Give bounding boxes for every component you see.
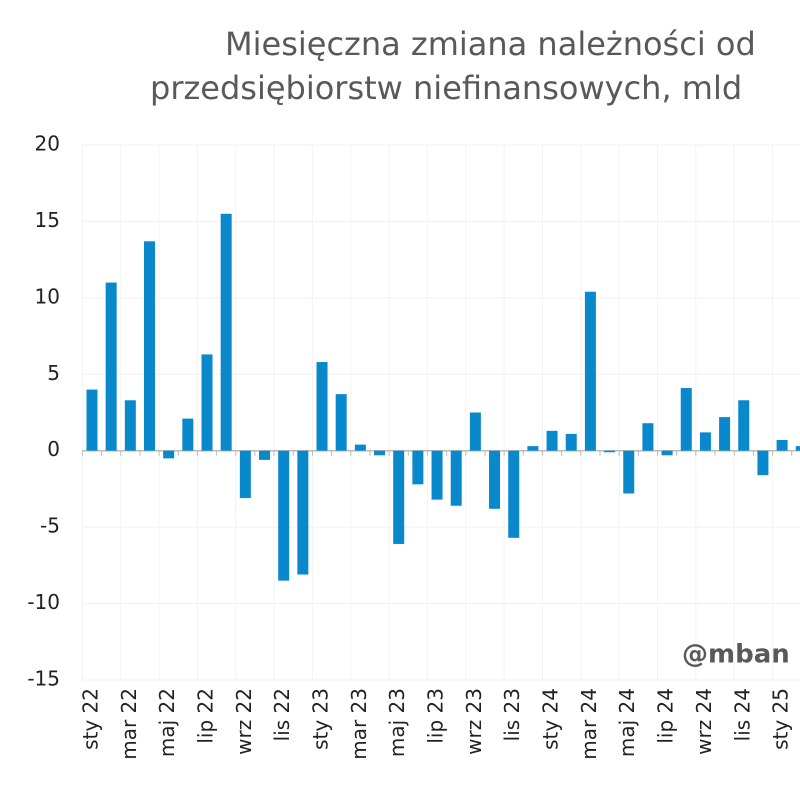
bar xyxy=(546,430,558,451)
y-tick-label: -15 xyxy=(27,667,60,691)
x-tick-label: mar 22 xyxy=(117,688,141,760)
x-tick-label: sty 25 xyxy=(769,688,793,750)
x-tick-label: lis 24 xyxy=(730,688,754,741)
bar xyxy=(489,450,501,509)
x-tick-label: wrz 22 xyxy=(232,688,256,755)
bar xyxy=(776,440,788,451)
bar xyxy=(623,450,635,494)
x-tick-label: mar 23 xyxy=(347,688,371,760)
x-tick-label: wrz 23 xyxy=(462,688,486,755)
x-tick-label: sty 22 xyxy=(78,688,102,750)
bar xyxy=(699,432,711,451)
y-tick-label: -5 xyxy=(40,514,60,538)
y-tick-label: 5 xyxy=(47,361,60,385)
bar xyxy=(719,417,731,451)
bar xyxy=(795,446,800,451)
watermark: @mban xyxy=(682,640,790,670)
bar xyxy=(450,450,462,506)
bar xyxy=(584,291,596,451)
bar xyxy=(604,450,616,453)
x-tick-label: lip 23 xyxy=(424,688,448,744)
y-tick-label: 10 xyxy=(35,284,60,308)
bar xyxy=(757,450,769,476)
bar xyxy=(374,450,386,456)
x-tick-label: lip 22 xyxy=(194,688,218,744)
bar xyxy=(86,389,98,451)
x-tick-label: lip 24 xyxy=(654,688,678,744)
bar xyxy=(354,444,366,451)
x-tick-label: lis 23 xyxy=(500,688,524,741)
bar xyxy=(393,450,405,544)
y-tick-label: -10 xyxy=(27,590,60,614)
bar xyxy=(335,394,347,451)
x-tick-label: sty 23 xyxy=(309,688,333,750)
chart-title: przedsiębiorstw niefinansowych, mld xyxy=(150,69,742,107)
bar xyxy=(105,282,117,451)
bar xyxy=(738,400,750,451)
bar xyxy=(124,400,136,451)
bar xyxy=(163,450,175,459)
bar xyxy=(508,450,520,538)
bar xyxy=(469,412,481,451)
y-tick-label: 20 xyxy=(35,132,60,156)
bar xyxy=(316,362,328,451)
bar xyxy=(143,241,155,451)
x-tick-label: maj 22 xyxy=(155,688,179,757)
bar xyxy=(565,433,577,451)
x-tick-label: maj 24 xyxy=(615,688,639,757)
bar xyxy=(182,418,194,451)
bar xyxy=(680,388,692,451)
bar xyxy=(412,450,424,485)
bar xyxy=(220,213,232,451)
bar xyxy=(278,450,290,581)
bar xyxy=(431,450,443,500)
x-tick-label: wrz 24 xyxy=(692,688,716,755)
bar xyxy=(527,446,539,451)
bar xyxy=(259,450,271,460)
chart-title: Miesięczna zmiana należności od xyxy=(225,25,756,63)
x-tick-label: lis 22 xyxy=(270,688,294,741)
y-tick-label: 15 xyxy=(35,208,60,232)
x-tick-label: sty 24 xyxy=(539,688,563,750)
x-tick-label: maj 23 xyxy=(385,688,409,757)
bar xyxy=(201,354,213,451)
bar xyxy=(297,450,309,575)
x-tick-label: mar 24 xyxy=(577,688,601,760)
bar xyxy=(661,450,673,456)
bar xyxy=(239,450,251,499)
y-tick-label: 0 xyxy=(47,437,60,461)
bar xyxy=(642,423,654,451)
